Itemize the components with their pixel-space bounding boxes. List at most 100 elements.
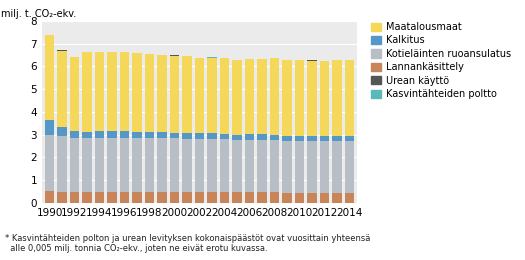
Bar [245,60,254,134]
Bar [57,136,67,192]
Bar [320,61,329,136]
Bar [207,192,217,203]
Bar [270,192,279,203]
Bar [182,56,192,133]
Bar [282,136,292,141]
Bar [170,192,179,203]
Bar [257,140,267,192]
Bar [132,138,142,192]
Bar [45,135,54,191]
Bar [245,140,254,192]
Bar [82,132,92,138]
Bar [232,60,242,135]
Bar [282,60,292,136]
Bar [182,139,192,192]
Bar [207,139,217,192]
Bar [95,138,104,192]
Bar [345,193,354,203]
Bar [70,138,79,192]
Bar [232,192,242,203]
Bar [245,192,254,203]
Bar [270,58,279,135]
Bar [345,60,354,136]
Bar [120,192,129,203]
Bar [120,52,129,131]
Bar [295,193,304,203]
Bar [95,192,104,203]
Bar [195,58,204,133]
Bar [170,133,179,138]
Bar [345,141,354,193]
Bar [57,192,67,203]
Bar [320,136,329,141]
Bar [332,136,342,141]
Bar [132,192,142,203]
Bar [158,55,166,132]
Bar [282,193,292,203]
Bar [45,35,54,120]
Bar [295,60,304,136]
Bar [57,51,67,127]
Bar [220,192,229,203]
Bar [107,52,117,131]
Bar [57,127,67,136]
Bar [245,134,254,140]
Bar [120,131,129,138]
Bar [320,141,329,193]
Bar [182,192,192,203]
Bar [270,135,279,140]
Bar [345,136,354,141]
Bar [45,191,54,203]
Bar [82,52,92,132]
Bar [95,53,104,131]
Bar [232,135,242,140]
Bar [95,131,104,138]
Bar [232,140,242,192]
Bar [45,120,54,135]
Bar [257,59,267,134]
Bar [332,60,342,136]
Bar [82,192,92,203]
Bar [70,131,79,138]
Bar [107,131,117,138]
Bar [82,138,92,192]
Bar [145,55,154,132]
Bar [332,193,342,203]
Bar [170,56,179,133]
Bar [295,136,304,141]
Bar [332,141,342,193]
Bar [257,134,267,140]
Bar [70,192,79,203]
Bar [282,141,292,193]
Bar [207,133,217,139]
Bar [220,134,229,139]
Bar [182,133,192,139]
Bar [107,192,117,203]
Bar [270,140,279,192]
Bar [220,58,229,134]
Bar [207,58,217,133]
Bar [307,193,317,203]
Bar [195,133,204,139]
Bar [132,53,142,132]
Bar [220,139,229,192]
Bar [145,192,154,203]
Bar [120,138,129,192]
Bar [320,193,329,203]
Bar [307,141,317,193]
Bar [170,138,179,192]
Bar [257,192,267,203]
Bar [195,139,204,192]
Bar [132,132,142,138]
Bar [145,138,154,192]
Bar [158,132,166,138]
Bar [307,136,317,141]
Text: milj. t. CO₂-ekv.: milj. t. CO₂-ekv. [1,9,76,19]
Bar [145,132,154,138]
Legend: Maatalousmaat, Kalkitus, Kotieläinten ruoansulatus, Lannankäsittely, Urean käytt: Maatalousmaat, Kalkitus, Kotieläinten ru… [371,22,511,99]
Bar [195,192,204,203]
Text: * Kasvintähteiden polton ja urean levityksen kokonaispäästöt ovat vuosittain yht: * Kasvintähteiden polton ja urean levity… [5,234,371,254]
Bar [307,61,317,136]
Bar [158,192,166,203]
Bar [70,57,79,131]
